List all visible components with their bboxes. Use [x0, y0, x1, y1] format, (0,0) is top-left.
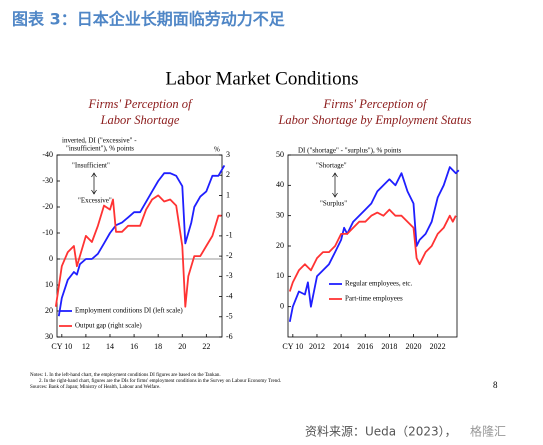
source: 资料来源：Ueda（2023）， — [305, 425, 457, 439]
x-tick-label: CY 10 — [282, 342, 303, 351]
x-tick-label: 16 — [130, 342, 138, 351]
chart-title: Labor Shortage by Employment Status — [277, 113, 471, 127]
series-line — [54, 194, 222, 308]
page-number: 8 — [493, 380, 498, 390]
y-tick-label: 20 — [45, 306, 53, 315]
y2-tick-label: -5 — [226, 312, 233, 321]
note: 2. In the right-hand chart, figures are … — [39, 379, 281, 384]
x-tick-label: 2012 — [309, 342, 325, 351]
y2-tick-label: 0 — [226, 210, 230, 219]
chart-title: Firms' Perception of — [88, 97, 193, 111]
chart-title: Labor Shortage — [100, 113, 180, 127]
x-tick-label: 2020 — [406, 342, 422, 351]
x-tick-label: 2014 — [333, 342, 349, 351]
x-tick-label: 2016 — [357, 342, 373, 351]
y-tick-label: 0 — [49, 254, 53, 263]
arrow-head — [91, 172, 97, 195]
y-tick-label: -40 — [42, 150, 53, 159]
x-tick-label: 12 — [82, 342, 90, 351]
x-tick-label: 22 — [202, 342, 210, 351]
x-tick-label: 20 — [178, 342, 186, 351]
x-tick-label: 2022 — [430, 342, 446, 351]
y2-tick-label: -3 — [226, 271, 233, 280]
y2-tick-label: -6 — [226, 332, 233, 341]
y2-tick-label: -1 — [226, 231, 233, 240]
y-tick-label: 30 — [276, 210, 284, 219]
y-tick-label: 40 — [276, 180, 284, 189]
plot-frame — [56, 154, 223, 338]
y-axis-label: DI ("shortage" - "surplus"), % points — [298, 147, 401, 155]
x-tick-label: 2018 — [381, 342, 397, 351]
arrow-head — [332, 172, 338, 198]
y2-axis-label: % — [214, 146, 220, 154]
annotation: "Shortage" — [316, 162, 347, 170]
legend-label: Output gap (right scale) — [75, 322, 142, 330]
y-tick-label: 0 — [280, 301, 284, 310]
y2-tick-label: 3 — [226, 150, 230, 159]
chart-title: Firms' Perception of — [323, 97, 428, 111]
y-tick-label: 30 — [45, 332, 53, 341]
annotation: "Surplus" — [320, 200, 347, 208]
header: 图表 3：日本企业长期面临劳动力不足 — [12, 10, 286, 29]
y-tick-label: 10 — [45, 280, 53, 289]
legend-label: Employment conditions DI (left scale) — [75, 307, 183, 315]
x-tick-label: 18 — [154, 342, 162, 351]
y2-tick-label: -2 — [226, 251, 233, 260]
y-tick-label: -30 — [42, 176, 53, 185]
series-line — [288, 208, 457, 292]
y2-tick-label: 2 — [226, 170, 230, 179]
annotation: "Insufficient" — [72, 162, 110, 170]
annotation: "Excessive" — [78, 197, 112, 205]
y-tick-label: 20 — [276, 241, 284, 250]
y-tick-label: -10 — [42, 228, 53, 237]
y-axis-label: inverted, DI ("excessive" - — [62, 137, 137, 145]
y-axis-label: "insufficient"), % points — [66, 145, 134, 153]
y-tick-label: 10 — [276, 271, 284, 280]
legend-label: Regular employees, etc. — [345, 280, 413, 288]
slide-title: Labor Market Conditions — [165, 68, 358, 89]
series-line — [288, 166, 460, 322]
y2-tick-label: 1 — [226, 190, 230, 199]
x-tick-label: 14 — [106, 342, 114, 351]
y-tick-label: -20 — [42, 202, 53, 211]
watermark: 格隆汇 — [470, 424, 506, 439]
note: Notes: 1. In the left-hand chart, the em… — [30, 373, 221, 378]
x-tick-label: CY 10 — [51, 342, 72, 351]
series-line — [57, 164, 226, 317]
legend-label: Part-time employees — [345, 295, 403, 303]
y2-tick-label: -4 — [226, 291, 233, 300]
y-tick-label: 50 — [276, 150, 284, 159]
note: Sources: Bank of Japan; Ministry of Heal… — [30, 385, 160, 390]
